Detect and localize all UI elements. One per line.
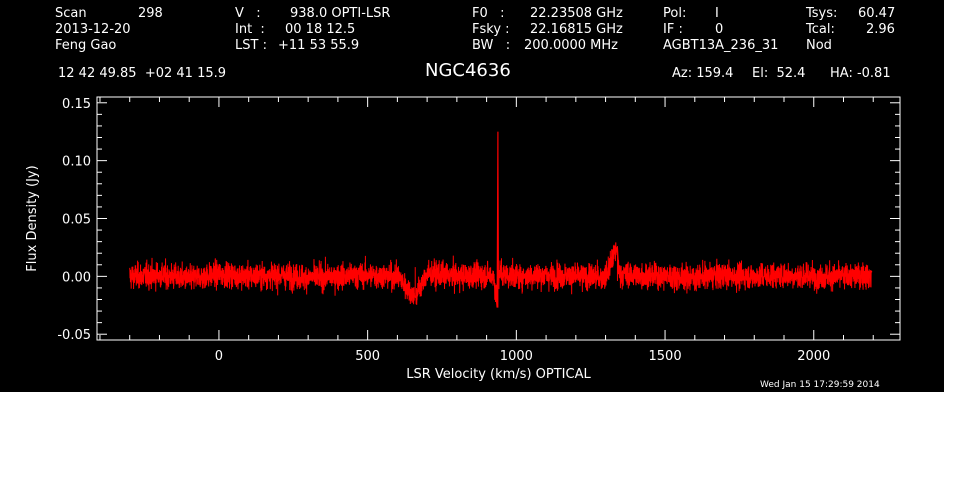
pol-label: Pol: [663, 6, 687, 21]
x-tick-label: 2000 [797, 349, 830, 364]
tsys-value: 60.47 [858, 6, 896, 21]
fsky-value: 22.16815 GHz [530, 22, 623, 37]
lst-value: +11 53 55.9 [278, 38, 360, 53]
source-name: NGC4636 [425, 60, 511, 81]
hour-angle: HA: -0.81 [830, 66, 891, 81]
coordinates: 12 42 49.85 +02 41 15.9 [58, 66, 227, 81]
tcal-value: 2.96 [866, 22, 895, 37]
y-axis-title: Flux Density (Jy) [25, 165, 40, 271]
int-value: 00 18 12.5 [285, 22, 356, 37]
plot-panel: Scan 298 2013-12-20 Feng Gao V : 938.0 O… [0, 0, 944, 392]
elevation: El: 52.4 [752, 66, 806, 81]
spectrum-line [129, 131, 873, 308]
azimuth: Az: 159.4 [672, 66, 734, 81]
int-label: Int : [235, 22, 265, 37]
timestamp: Wed Jan 15 17:29:59 2014 [760, 380, 880, 390]
tsys-label: Tsys: [806, 6, 838, 21]
y-tick-label: 0.05 [62, 213, 91, 228]
bw-label: BW : [472, 38, 511, 53]
scan-label: Scan [55, 6, 87, 21]
bw-value: 200.0000 MHz [524, 38, 618, 53]
lst-label: LST : [235, 38, 267, 53]
scan-value: 298 [138, 6, 163, 21]
f0-value: 22.23508 GHz [530, 6, 623, 21]
if-value: 0 [715, 22, 724, 37]
velocity-value: 938.0 OPTI-LSR [290, 6, 391, 21]
pol-value: I [715, 6, 719, 21]
project-id: AGBT13A_236_31 [663, 38, 779, 53]
if-label: IF : [663, 22, 683, 37]
y-tick-label: -0.05 [57, 328, 91, 343]
spectrum-chart: -0.05 0.00 0.05 0.10 0.15 0 500 1000 1500 2000 LSR… [25, 96, 901, 382]
x-tick-label: 500 [355, 349, 380, 364]
y-tick-label: 0.00 [62, 270, 91, 285]
obs-date: 2013-12-20 [55, 22, 131, 37]
observer-name: Feng Gao [55, 38, 117, 53]
x-tick-label: 0 [215, 349, 223, 364]
y-tick-label: 0.10 [62, 155, 91, 170]
x-tick-label: 1000 [500, 349, 533, 364]
x-axis-title: LSR Velocity (km/s) OPTICAL [406, 367, 591, 382]
fsky-label: Fsky : [472, 22, 510, 37]
y-tick-label: 0.15 [62, 97, 91, 112]
tcal-label: Tcal: [806, 22, 835, 37]
obs-mode: Nod [806, 38, 832, 53]
f0-label: F0 : [472, 6, 505, 21]
velocity-label: V : [235, 6, 261, 21]
x-tick-label: 1500 [649, 349, 682, 364]
